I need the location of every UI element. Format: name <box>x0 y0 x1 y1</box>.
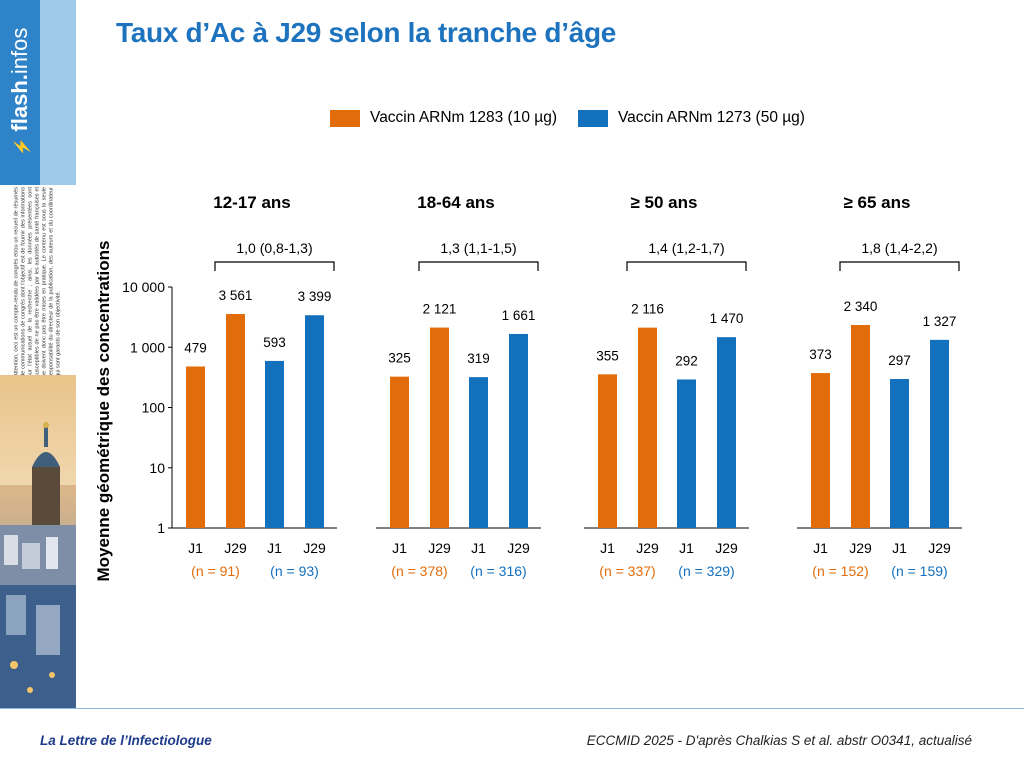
footer-publication: La Lettre de l’Infectiologue <box>40 733 212 748</box>
sample-size-label: (n = 378) <box>391 563 447 579</box>
bar <box>677 379 696 528</box>
bar-value-label: 593 <box>263 335 286 350</box>
sample-size-label: (n = 152) <box>812 563 868 579</box>
x-tick-label: J29 <box>849 540 872 556</box>
brand-box: ⚡ flash.infos <box>0 0 40 185</box>
x-tick-label: J29 <box>507 540 530 556</box>
y-tick-label: 1 <box>157 520 165 536</box>
x-tick-label: J1 <box>471 540 486 556</box>
bar <box>430 327 449 528</box>
x-tick-label: J29 <box>715 540 738 556</box>
y-tick-label: 100 <box>142 400 166 416</box>
legend-swatch-blue <box>577 109 608 127</box>
bar-value-label: 479 <box>184 341 207 356</box>
bar <box>186 366 205 528</box>
x-tick-label: J1 <box>679 540 694 556</box>
x-tick-label: J29 <box>303 540 326 556</box>
x-tick-label: J29 <box>428 540 451 556</box>
bar <box>509 333 528 528</box>
y-tick-label: 1 000 <box>130 339 165 355</box>
group-title: ≥ 65 ans <box>844 193 911 212</box>
x-tick-label: J29 <box>224 540 247 556</box>
legend: Vaccin ARNm 1283 (10 µg) Vaccin ARNm 127… <box>330 109 826 127</box>
ratio-bracket <box>214 261 335 271</box>
y-tick-label: 10 000 <box>122 279 165 295</box>
bar-value-label: 1 470 <box>710 311 744 326</box>
x-tick-label: J29 <box>928 540 951 556</box>
bar-value-label: 319 <box>467 351 490 366</box>
group-title: ≥ 50 ans <box>631 193 698 212</box>
x-tick-label: J1 <box>267 540 282 556</box>
bar-value-label: 2 116 <box>631 302 664 317</box>
bar <box>305 315 324 528</box>
event-box: ESCMID 2025 <box>40 0 106 185</box>
bar <box>638 327 657 528</box>
bar-value-label: 1 661 <box>502 308 536 323</box>
sidebar: ⚡ flash.infos ESCMID 2025 Attention, cec… <box>0 0 106 708</box>
bar <box>890 379 909 528</box>
legend-label-1283: Vaccin ARNm 1283 (10 µg) <box>370 109 557 126</box>
ratio-bracket <box>418 261 539 271</box>
ratio-label: 1,0 (0,8-1,3) <box>236 240 312 256</box>
bar-value-label: 355 <box>596 348 619 363</box>
footer-source: ECCMID 2025 - D'après Chalkias S et al. … <box>586 733 972 748</box>
ratio-bracket <box>626 261 747 271</box>
sample-size-label: (n = 316) <box>470 563 526 579</box>
bar <box>851 325 870 528</box>
x-tick-label: J29 <box>636 540 659 556</box>
bar <box>598 374 617 528</box>
ratio-bracket <box>839 261 960 271</box>
x-tick-label: J1 <box>188 540 203 556</box>
bar-value-label: 325 <box>388 351 411 366</box>
bar <box>811 373 830 528</box>
y-tick-label: 10 <box>149 460 165 476</box>
sample-size-label: (n = 329) <box>678 563 734 579</box>
x-tick-label: J1 <box>600 540 615 556</box>
legend-item-1273: Vaccin ARNm 1273 (50 µg) <box>577 109 805 127</box>
legend-item-1283: Vaccin ARNm 1283 (10 µg) <box>330 109 557 127</box>
bar-value-label: 1 327 <box>923 314 957 329</box>
bar-value-label: 2 340 <box>844 299 878 314</box>
city-photo <box>0 375 76 708</box>
bar-value-label: 3 561 <box>219 288 253 303</box>
bar <box>390 376 409 528</box>
page-title: Taux d’Ac à J29 selon la tranche d’âge <box>116 17 617 48</box>
legend-swatch-orange <box>330 109 360 127</box>
bar <box>930 339 949 528</box>
group-title: 12-17 ans <box>213 193 291 212</box>
bar <box>469 377 488 528</box>
x-tick-label: J1 <box>892 540 907 556</box>
x-tick-label: J1 <box>392 540 407 556</box>
sample-size-label: (n = 337) <box>599 563 655 579</box>
x-tick-label: J1 <box>813 540 828 556</box>
bar <box>226 314 245 528</box>
legend-label-1273: Vaccin ARNm 1273 (50 µg) <box>617 109 805 126</box>
sample-size-label: (n = 93) <box>270 563 319 579</box>
ratio-label: 1,8 (1,4-2,2) <box>861 240 937 256</box>
bar-value-label: 292 <box>675 353 698 368</box>
bar-chart: 1 10 100 1 000 10 000 12-17 ans 1,0 (0,8-1,3) 4… <box>122 193 962 579</box>
bar-value-label: 297 <box>888 353 911 368</box>
group-title: 18-64 ans <box>417 193 495 212</box>
sample-size-label: (n = 159) <box>891 563 947 579</box>
bar-value-label: 2 121 <box>423 302 457 317</box>
sample-size-label: (n = 91) <box>191 563 240 579</box>
footer-divider <box>0 708 1024 709</box>
bar-value-label: 3 399 <box>298 289 332 304</box>
bar-value-label: 373 <box>809 347 832 362</box>
bar <box>717 337 736 528</box>
ratio-label: 1,3 (1,1-1,5) <box>440 240 516 256</box>
ratio-label: 1,4 (1,2-1,7) <box>648 240 724 256</box>
bar <box>265 360 284 528</box>
